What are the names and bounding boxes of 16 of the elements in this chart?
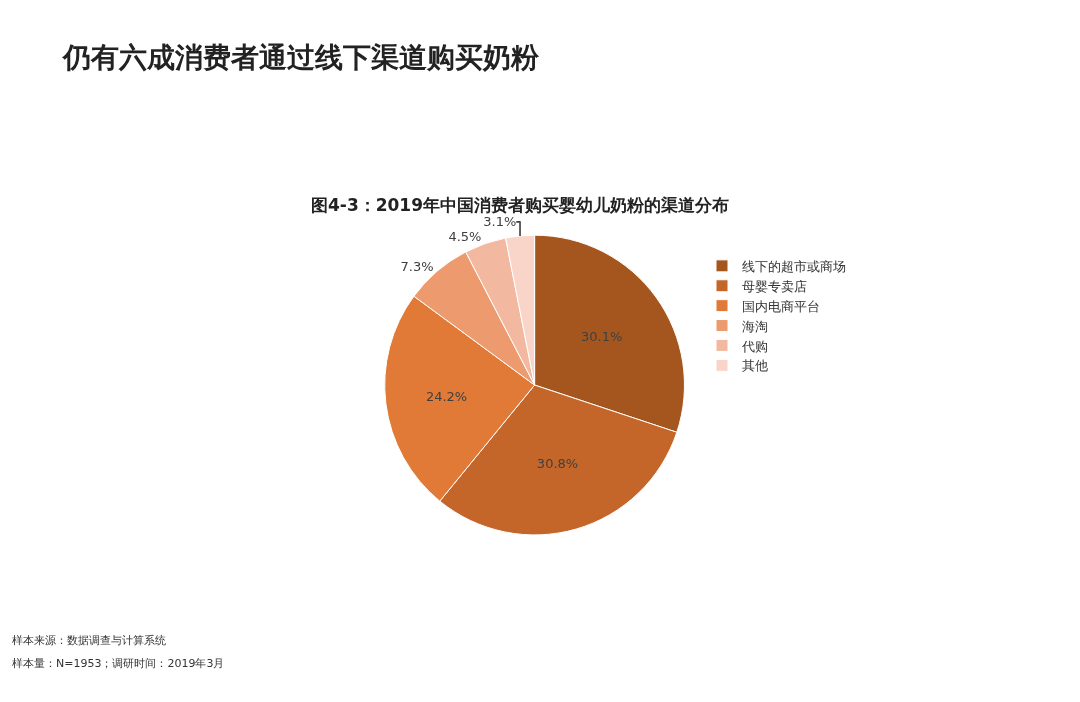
legend-label: 母婴专卖店	[742, 278, 807, 294]
chart-title: 仍有六成消费者通过线下渠道购买奶粉	[62, 41, 540, 74]
legend-label: 海淘	[742, 318, 768, 334]
text: 样本来源：数据调查与计算系统	[12, 634, 166, 647]
legend-label: 国内电商平台	[742, 298, 820, 314]
data-label: 24.2%	[425, 388, 468, 404]
legend-label: 代购	[741, 338, 768, 354]
data-label: 3.1%	[483, 214, 517, 230]
data-label: 30.8%	[536, 456, 579, 472]
data-label: 7.3%	[400, 259, 434, 275]
legend-label: 线下的超市或商场	[742, 258, 846, 274]
chart-subtitle: 图4-3：2019年中国消费者购买婴幼儿奶粉的渠道分布	[311, 195, 730, 215]
legend-label: 其他	[742, 358, 768, 374]
data-label: 4.5%	[448, 229, 482, 245]
data-label: 30.1%	[581, 329, 623, 345]
text: 样本量：N=1953；调研时间：2019年3月	[12, 657, 225, 670]
